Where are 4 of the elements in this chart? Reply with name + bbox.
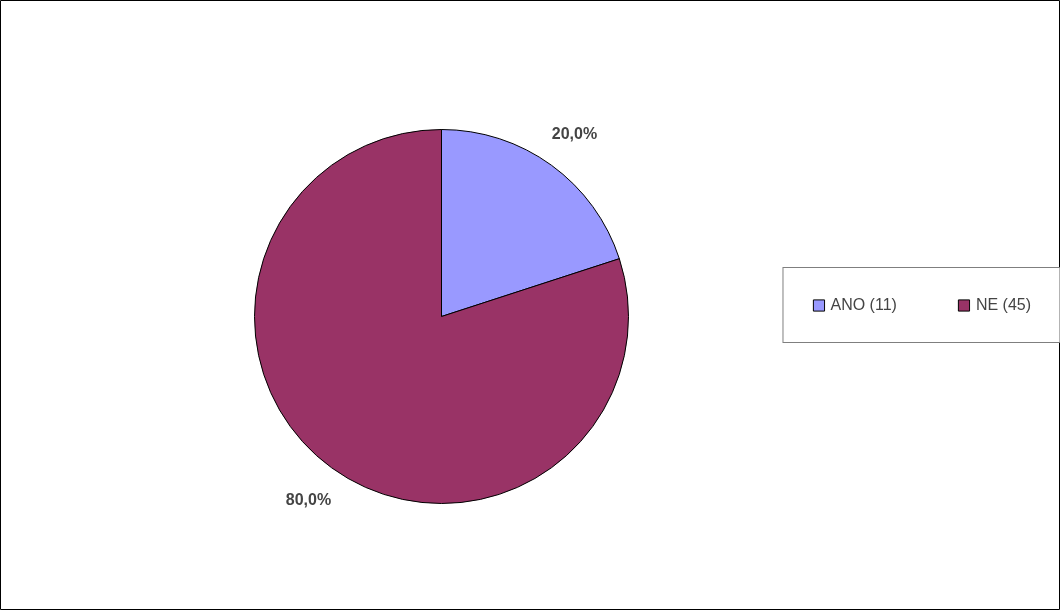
legend-label: ANO (11) [830,296,897,314]
data-label: 80,0% [285,491,332,509]
legend-label: NE (45) [975,296,1031,314]
data-label: 20,0% [551,124,598,142]
